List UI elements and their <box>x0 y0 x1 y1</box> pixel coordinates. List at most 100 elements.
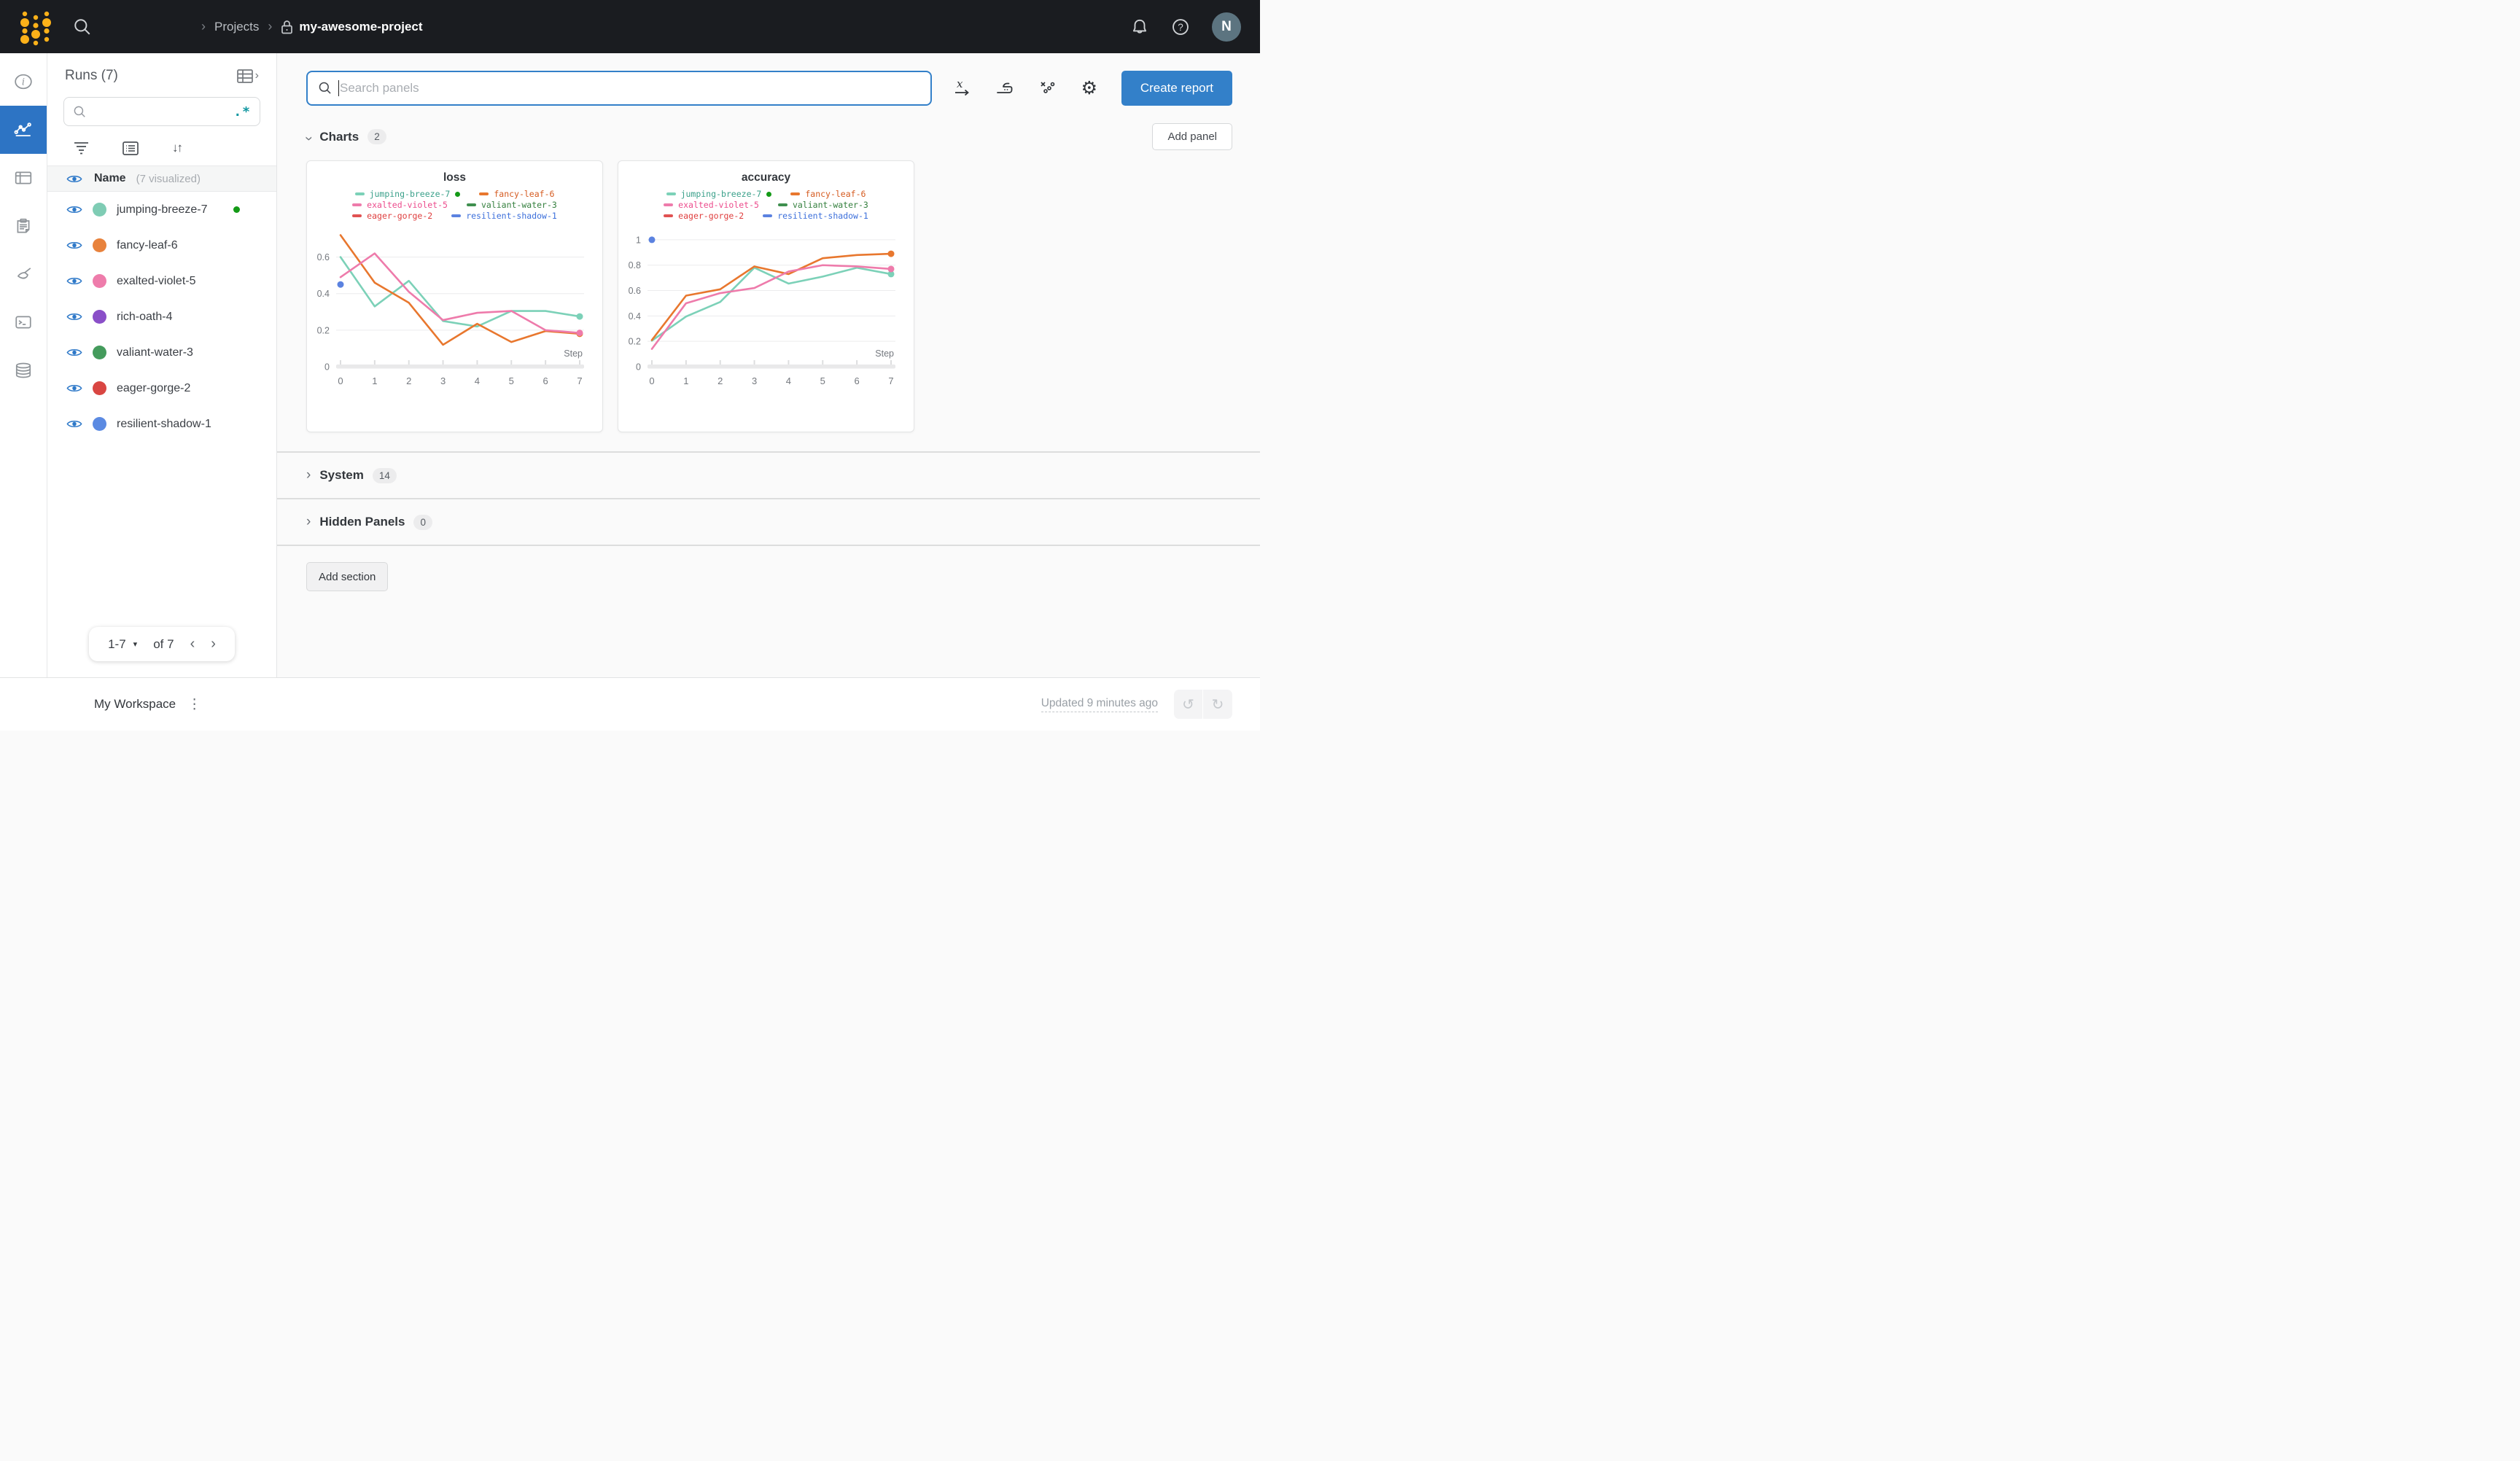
accuracy-line-chart: 0 0.2 0.4 0.6 0.8 1 0 1 2 3 4 5 6 7 Step <box>629 235 895 386</box>
svg-text:4: 4 <box>475 375 480 386</box>
breadcrumb-project-name[interactable]: my-awesome-project <box>281 20 423 34</box>
eye-icon[interactable] <box>66 204 82 215</box>
legend-item[interactable]: resilient-shadow-1 <box>451 211 557 221</box>
run-row[interactable]: fancy-leaf-6 <box>47 227 276 263</box>
search-icon <box>74 106 85 117</box>
run-name[interactable]: resilient-shadow-1 <box>117 417 211 430</box>
runs-sidebar: Runs (7) › .* <box>47 53 277 677</box>
run-row[interactable]: valiant-water-3 <box>47 335 276 370</box>
workspace-name[interactable]: My Workspace <box>94 697 176 711</box>
run-name[interactable]: jumping-breeze-7 <box>117 203 208 216</box>
run-name[interactable]: fancy-leaf-6 <box>117 238 178 252</box>
legend-item[interactable]: exalted-violet-5 <box>352 200 448 210</box>
legend-color-dash <box>354 192 365 195</box>
legend-run-name: eager-gorge-2 <box>678 211 744 221</box>
legend-item[interactable]: fancy-leaf-6 <box>479 189 554 199</box>
legend-color-dash <box>664 203 674 206</box>
panel-accuracy-chart[interactable]: accuracy jumping-breeze-7 fancy-leaf-6 exa… <box>618 160 914 432</box>
legend-item[interactable]: valiant-water-3 <box>777 200 868 210</box>
run-name[interactable]: rich-oath-4 <box>117 310 173 323</box>
search-icon <box>319 82 331 94</box>
rail-item-runs-table[interactable] <box>0 154 47 202</box>
rail-item-artifacts[interactable] <box>0 346 47 394</box>
rail-item-reports[interactable] <box>0 202 47 250</box>
rail-item-jobs[interactable] <box>0 298 47 346</box>
run-name[interactable]: valiant-water-3 <box>117 346 193 359</box>
search-panels-input[interactable]: Search panels <box>306 71 932 106</box>
rail-item-workspace-charts[interactable] <box>0 106 47 154</box>
kebab-menu-icon[interactable]: ⋮ <box>187 696 202 712</box>
smoothing-iron-icon <box>996 82 1013 93</box>
text-cursor <box>338 80 339 96</box>
run-color-dot <box>93 310 106 324</box>
broom-icon <box>17 268 31 279</box>
eye-icon[interactable] <box>66 174 82 184</box>
legend-item[interactable]: eager-gorge-2 <box>352 211 432 221</box>
group-runs-button[interactable] <box>122 141 139 155</box>
svg-text:0: 0 <box>636 362 641 373</box>
eye-icon[interactable] <box>66 311 82 322</box>
regex-toggle-icon[interactable]: .* <box>233 104 251 120</box>
svg-text:5: 5 <box>820 375 825 386</box>
smoothing-button[interactable] <box>995 78 1015 98</box>
section-system[interactable]: › System 14 <box>277 453 1260 498</box>
run-name[interactable]: eager-gorge-2 <box>117 381 191 394</box>
legend-run-name: jumping-breeze-7 <box>680 189 762 199</box>
eye-icon[interactable] <box>66 418 82 429</box>
list-icon <box>122 141 139 155</box>
page-range-dropdown[interactable]: 1-7 <box>108 636 126 651</box>
add-panel-button[interactable]: Add panel <box>1152 123 1232 150</box>
legend-item[interactable]: resilient-shadow-1 <box>763 211 868 221</box>
chevron-down-icon[interactable]: › <box>301 136 317 141</box>
run-row[interactable]: exalted-violet-5 <box>47 263 276 299</box>
legend-item[interactable]: jumping-breeze-7 <box>666 189 772 199</box>
eye-icon[interactable] <box>66 383 82 394</box>
eye-icon[interactable] <box>66 347 82 358</box>
run-row[interactable]: jumping-breeze-7 <box>47 192 276 227</box>
section-system-label: System <box>319 468 364 482</box>
section-hidden-panels-label: Hidden Panels <box>319 515 405 529</box>
notifications-bell-icon[interactable] <box>1130 17 1149 36</box>
section-hidden-panels[interactable]: › Hidden Panels 0 <box>277 499 1260 545</box>
add-section-button[interactable]: Add section <box>306 562 389 591</box>
x-axis-settings-button[interactable]: x <box>952 78 973 98</box>
legend-item[interactable]: eager-gorge-2 <box>664 211 744 221</box>
svg-text:6: 6 <box>855 375 860 386</box>
breadcrumb-projects[interactable]: Projects <box>214 19 260 34</box>
eye-icon[interactable] <box>66 240 82 251</box>
section-charts-label[interactable]: Charts <box>319 129 359 144</box>
outliers-button[interactable] <box>1037 78 1057 98</box>
info-icon: i <box>15 74 32 90</box>
help-icon[interactable]: ? <box>1171 17 1190 36</box>
legend-item[interactable]: fancy-leaf-6 <box>790 189 866 199</box>
svg-text:2: 2 <box>718 375 723 386</box>
legend-item[interactable]: valiant-water-3 <box>466 200 557 210</box>
run-row[interactable]: eager-gorge-2 <box>47 370 276 406</box>
rail-item-sweeps[interactable] <box>0 250 47 298</box>
rail-item-overview[interactable]: i <box>0 58 47 106</box>
redo-button[interactable]: ↻ <box>1203 690 1232 719</box>
updated-timestamp[interactable]: Updated 9 minutes ago <box>1041 697 1158 712</box>
panel-loss-chart[interactable]: loss jumping-breeze-7 fancy-leaf-6 exalted… <box>306 160 603 432</box>
wandb-logo[interactable] <box>19 8 52 46</box>
avatar[interactable]: N <box>1212 12 1241 42</box>
undo-button[interactable]: ↺ <box>1174 690 1203 719</box>
legend-item[interactable]: exalted-violet-5 <box>664 200 759 210</box>
eye-icon[interactable] <box>66 276 82 287</box>
search-icon[interactable] <box>73 17 92 36</box>
run-row[interactable]: resilient-shadow-1 <box>47 406 276 442</box>
filter-runs-button[interactable] <box>74 141 89 155</box>
hidden-panels-count-badge: 0 <box>413 514 432 530</box>
prev-page-button[interactable]: ‹ <box>190 636 195 652</box>
legend-run-name: resilient-shadow-1 <box>777 211 868 221</box>
runs-search-input[interactable]: .* <box>63 97 260 126</box>
legend-item[interactable]: jumping-breeze-7 <box>354 189 461 199</box>
create-report-button[interactable]: Create report <box>1121 71 1232 106</box>
svg-text:0: 0 <box>324 362 330 373</box>
run-name[interactable]: exalted-violet-5 <box>117 274 196 287</box>
run-row[interactable]: rich-oath-4 <box>47 299 276 335</box>
expand-runs-table-button[interactable]: › <box>236 69 259 84</box>
sort-runs-button[interactable]: ↓↑ <box>172 141 183 155</box>
next-page-button[interactable]: › <box>211 636 216 652</box>
workspace-settings-button[interactable]: ⚙ <box>1079 78 1100 98</box>
